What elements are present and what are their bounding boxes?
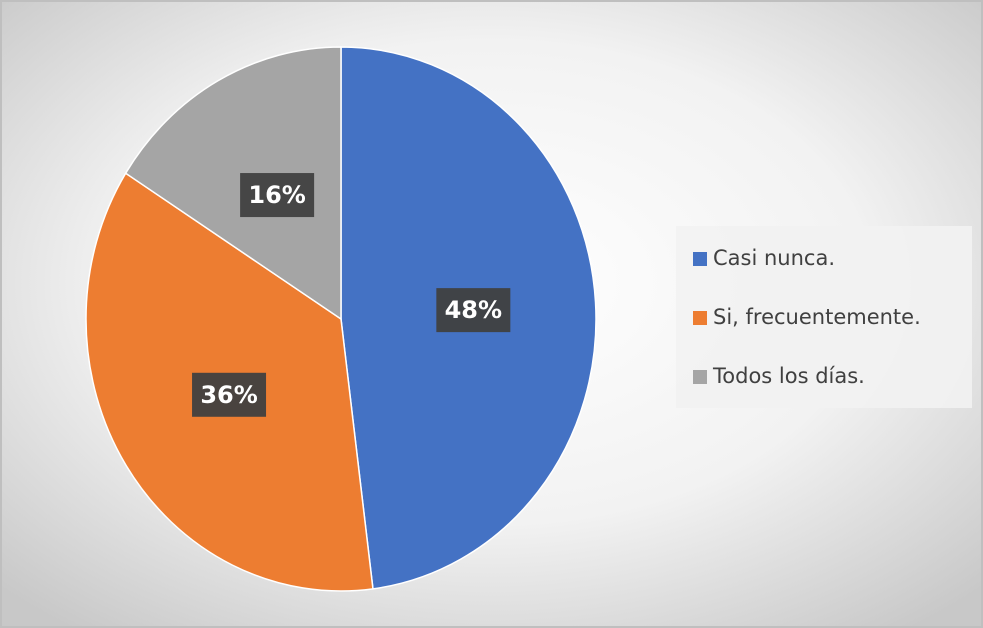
data-label-box — [436, 288, 511, 333]
legend-swatch — [693, 252, 707, 266]
legend-label: Todos los días. — [712, 364, 865, 388]
data-label: 36% — [200, 381, 257, 409]
data-label: 48% — [445, 296, 502, 324]
legend-swatch — [693, 311, 707, 325]
data-label-box — [192, 372, 267, 417]
legend-swatch — [693, 370, 707, 384]
data-label: 16% — [248, 181, 305, 209]
legend-box — [676, 226, 972, 408]
legend-label: Casi nunca. — [713, 246, 835, 270]
pie-slice — [124, 46, 342, 321]
legend-label: Si, frecuentemente. — [713, 305, 921, 329]
data-label-box — [240, 173, 315, 218]
